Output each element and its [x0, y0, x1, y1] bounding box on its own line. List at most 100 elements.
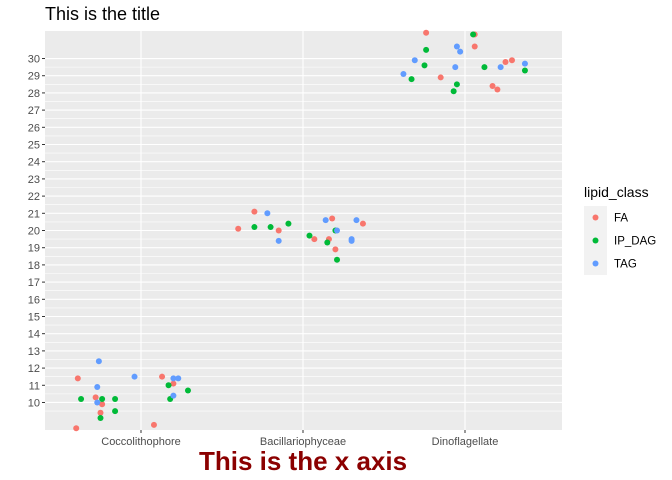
data-point — [353, 217, 360, 224]
data-point — [324, 239, 331, 246]
data-point — [97, 414, 104, 421]
data-point — [322, 217, 329, 224]
data-point — [165, 382, 172, 389]
data-point — [457, 48, 464, 55]
data-point — [94, 399, 101, 406]
y-tick-label: 10 — [28, 397, 40, 409]
data-point — [235, 225, 242, 232]
y-tick-label: 25 — [28, 140, 40, 152]
data-point — [508, 57, 515, 64]
data-point — [306, 232, 313, 239]
data-point — [329, 215, 336, 222]
legend-label: IP_DAG — [614, 236, 656, 248]
data-point — [285, 220, 292, 227]
chart-title: This is the title — [45, 4, 160, 24]
y-tick-label: 28 — [28, 88, 40, 100]
data-point — [99, 401, 106, 408]
data-point — [452, 64, 459, 71]
data-point — [131, 373, 138, 380]
data-point — [94, 384, 101, 391]
data-point — [112, 408, 119, 415]
x-tick-label: Coccolithophore — [101, 436, 181, 448]
y-tick-label: 15 — [28, 311, 40, 323]
legend-label: TAG — [614, 259, 637, 271]
data-point — [275, 237, 282, 244]
y-tick-label: 27 — [28, 105, 40, 117]
y-tick-label: 16 — [28, 294, 40, 306]
data-point — [92, 394, 99, 401]
data-point — [408, 76, 415, 83]
data-point — [453, 81, 460, 88]
y-tick-label: 23 — [28, 174, 40, 186]
data-point — [184, 387, 191, 394]
data-point — [150, 421, 157, 428]
y-tick-label: 30 — [28, 54, 40, 66]
data-point — [334, 227, 341, 234]
legend-swatch — [592, 214, 599, 221]
data-point — [311, 236, 318, 243]
data-point — [99, 396, 106, 403]
data-point — [159, 373, 166, 380]
y-tick-label: 13 — [28, 346, 40, 358]
data-point — [521, 67, 528, 74]
data-point — [264, 210, 271, 217]
data-point — [450, 88, 457, 95]
y-tick-label: 14 — [28, 329, 40, 341]
data-point — [95, 358, 102, 365]
y-tick-label: 26 — [28, 122, 40, 134]
y-tick-label: 24 — [28, 157, 40, 169]
data-point — [251, 224, 258, 231]
data-point — [332, 246, 339, 253]
x-axis-label: This is the x axis — [199, 446, 407, 476]
y-tick-label: 29 — [28, 71, 40, 83]
data-point — [170, 392, 177, 399]
data-point — [453, 43, 460, 50]
legend-swatch — [592, 237, 599, 244]
data-point — [97, 409, 104, 416]
data-point — [74, 375, 81, 382]
data-point — [170, 375, 177, 382]
data-point — [423, 46, 430, 53]
data-point — [251, 208, 258, 215]
data-point — [497, 64, 504, 71]
series-tag — [94, 43, 528, 406]
series-ip_dag — [78, 31, 528, 421]
data-point — [170, 380, 177, 387]
y-tick-label: 19 — [28, 243, 40, 255]
data-point — [421, 62, 428, 69]
data-point — [267, 224, 274, 231]
data-point — [334, 256, 341, 263]
data-point — [521, 60, 528, 67]
data-point — [73, 425, 80, 432]
data-point — [423, 29, 430, 36]
legend-title: lipid_class — [584, 184, 649, 200]
data-point — [359, 220, 366, 227]
data-point — [481, 64, 488, 71]
y-tick-label: 22 — [28, 191, 40, 203]
data-point — [437, 74, 444, 81]
data-point — [400, 70, 407, 77]
data-point — [275, 227, 282, 234]
x-tick-label: Bacillariophyceae — [260, 436, 346, 448]
legend-swatch — [592, 260, 599, 267]
data-point — [411, 57, 418, 64]
data-point — [494, 86, 501, 93]
y-tick-label: 20 — [28, 226, 40, 238]
data-point — [348, 237, 355, 244]
data-point — [175, 375, 182, 382]
data-point — [470, 31, 477, 38]
y-tick-label: 18 — [28, 260, 40, 272]
data-point — [471, 43, 478, 50]
data-point — [502, 58, 509, 65]
data-point — [78, 396, 85, 403]
x-tick-label: Dinoflagellate — [432, 436, 499, 448]
series-fa — [73, 29, 515, 432]
data-point — [489, 83, 496, 90]
y-tick-label: 11 — [29, 380, 40, 392]
y-tick-label: 17 — [28, 277, 40, 289]
y-tick-label: 12 — [28, 363, 40, 375]
y-tick-label: 21 — [28, 208, 40, 220]
data-point — [112, 396, 119, 403]
legend: lipid_class FA IP_DAG TAG — [584, 184, 656, 275]
